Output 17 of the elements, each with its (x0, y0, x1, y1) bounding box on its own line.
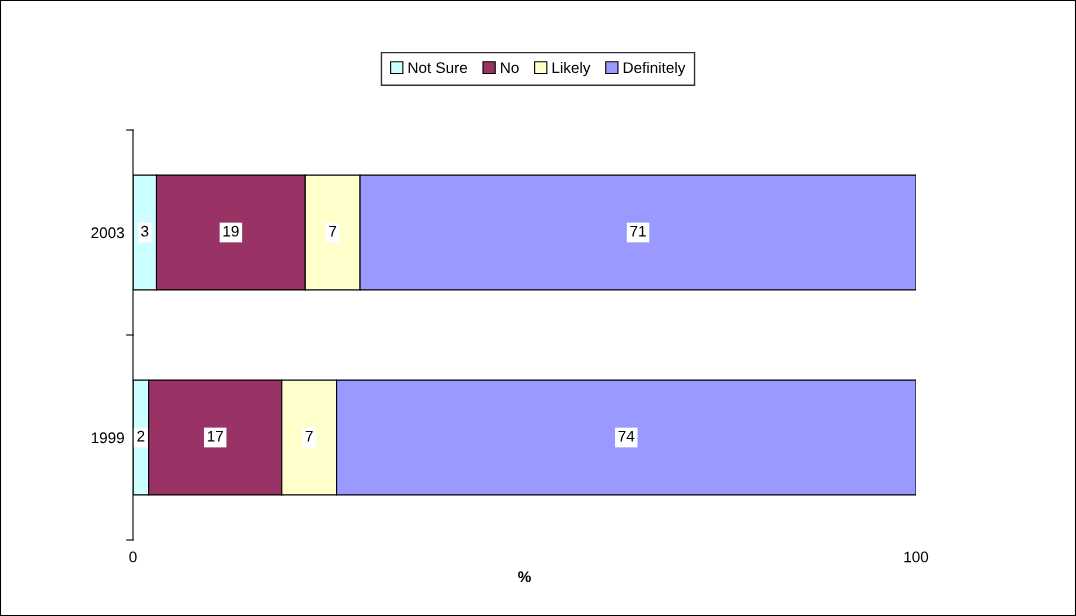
data-label: 2 (137, 430, 145, 442)
legend-label: Not Sure (408, 62, 468, 74)
data-label: 3 (141, 225, 149, 237)
y-tick-label: 1999 (91, 432, 124, 444)
data-label: 7 (305, 430, 313, 442)
data-label: 71 (630, 225, 646, 237)
legend-label: Likely (552, 61, 591, 77)
x-axis-title: % (518, 571, 531, 583)
y-tick-label: 2003 (91, 227, 124, 239)
x-tick-label: 100 (904, 551, 929, 563)
data-label: 19 (223, 225, 239, 237)
legend-label: No (501, 62, 519, 74)
data-label: 17 (207, 430, 223, 442)
legend-label: Definitely (623, 61, 686, 77)
data-label: 74 (618, 430, 635, 442)
x-tick-label: 0 (129, 551, 137, 563)
data-label: 7 (329, 225, 337, 237)
